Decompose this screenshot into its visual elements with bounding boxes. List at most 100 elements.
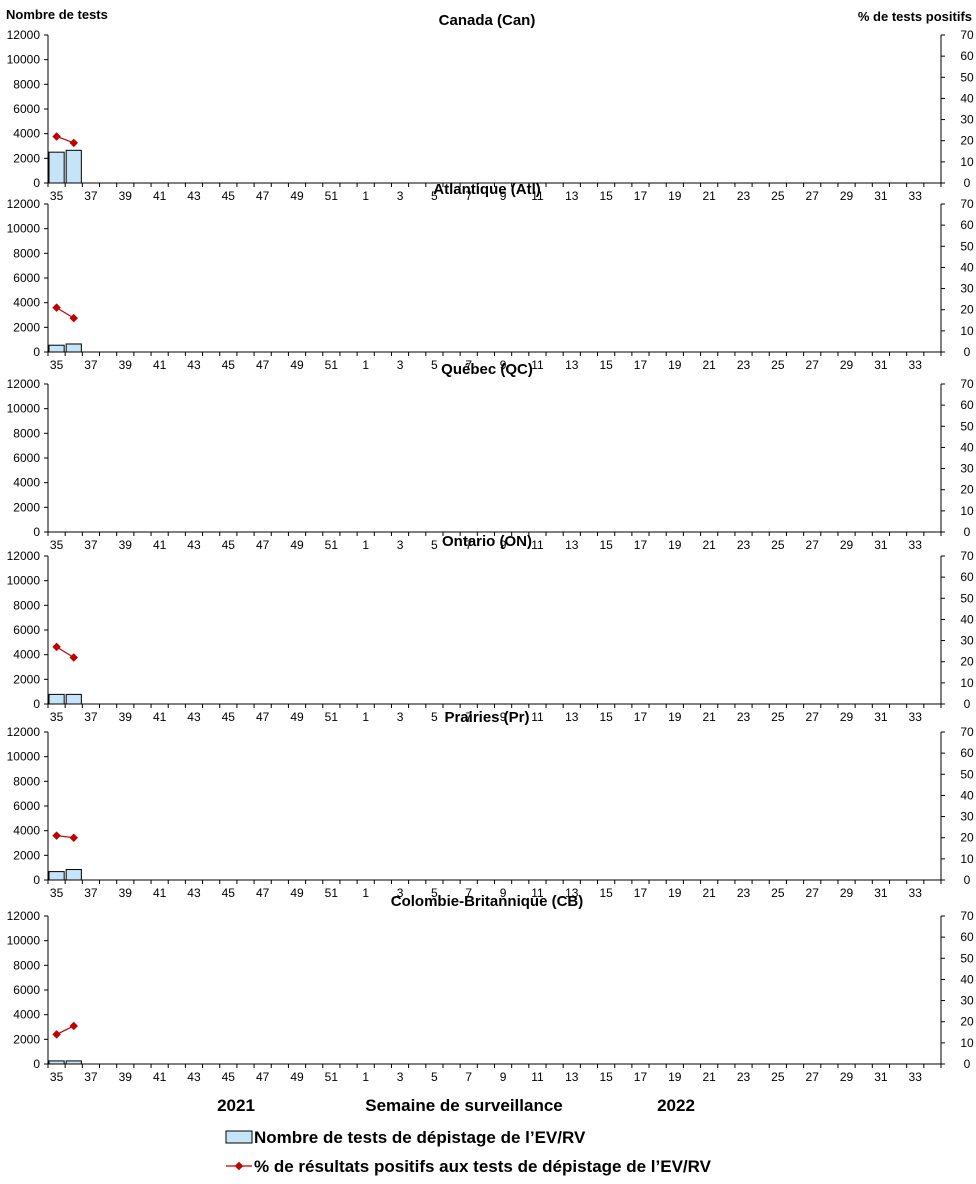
left-tick-label: 4000 — [13, 476, 40, 490]
x-tick-label: 11 — [531, 189, 544, 203]
x-tick-label: 51 — [325, 710, 339, 724]
left-tick-label: 4000 — [13, 296, 40, 310]
x-tick-label: 15 — [599, 358, 613, 372]
bar — [48, 1060, 65, 1065]
x-tick-label: 23 — [737, 710, 751, 724]
x-tick-label: 31 — [874, 358, 888, 372]
x-tick-label: 37 — [84, 358, 98, 372]
x-tick-label: 49 — [290, 358, 304, 372]
x-tick-label: 13 — [565, 886, 579, 900]
x-tick-label: 25 — [771, 886, 785, 900]
x-axis-title: Semaine de surveillance — [365, 1096, 563, 1115]
x-tick-label: 41 — [153, 1070, 167, 1084]
x-tick-label: 41 — [153, 538, 167, 552]
legend-bar-label: Nombre de tests de dépistage de l’EV/RV — [254, 1128, 586, 1147]
x-tick-label: 17 — [634, 358, 648, 372]
x-tick-label: 15 — [599, 1070, 613, 1084]
bar — [48, 151, 65, 184]
x-tick-label: 29 — [840, 1070, 854, 1084]
x-tick-label: 23 — [737, 189, 751, 203]
left-tick-label: 8000 — [13, 958, 40, 972]
left-tick-label: 4000 — [13, 127, 40, 141]
x-tick-label: 1 — [362, 886, 369, 900]
x-tick-label: 11 — [531, 1070, 544, 1084]
x-tick-label: 43 — [187, 886, 201, 900]
right-tick-label: 30 — [960, 810, 974, 824]
right-tick-label: 50 — [960, 951, 974, 965]
x-tick-label: 27 — [806, 1070, 820, 1084]
x-tick-label: 11 — [531, 538, 544, 552]
x-tick-label: 9 — [500, 189, 507, 203]
right-tick-label: 0 — [964, 1057, 971, 1071]
x-tick-label: 49 — [290, 710, 304, 724]
panel-title: Atlantique (Atl) — [433, 181, 540, 198]
x-tick-label: 13 — [565, 358, 579, 372]
x-tick-label: 51 — [325, 538, 339, 552]
x-tick-label: 29 — [840, 189, 854, 203]
x-tick-label: 21 — [702, 358, 716, 372]
x-tick-label: 27 — [806, 538, 820, 552]
x-tick-label: 3 — [397, 1070, 404, 1084]
x-tick-label: 13 — [565, 189, 579, 203]
right-tick-label: 60 — [960, 746, 974, 760]
x-tick-label: 5 — [431, 189, 438, 203]
x-tick-label: 7 — [465, 886, 472, 900]
left-tick-label: 10000 — [7, 574, 41, 588]
x-tick-label: 7 — [465, 358, 472, 372]
x-tick-label: 3 — [397, 189, 404, 203]
x-tick-label: 41 — [153, 189, 167, 203]
left-tick-label: 0 — [33, 873, 40, 887]
right-tick-label: 10 — [960, 676, 974, 690]
left-tick-label: 6000 — [13, 799, 40, 813]
x-tick-label: 39 — [119, 358, 133, 372]
x-tick-label: 35 — [50, 886, 64, 900]
bar — [65, 1060, 82, 1065]
panel-6: Colombie-Britannique (CB) 0 2000 4000 6000 80… — [7, 893, 974, 1084]
x-tick-label: 29 — [840, 358, 854, 372]
percent-line — [56, 1025, 75, 1035]
left-tick-label: 2000 — [13, 1032, 40, 1046]
left-tick-label: 12000 — [7, 909, 41, 923]
x-tick-label: 15 — [599, 538, 613, 552]
left-tick-label: 6000 — [13, 102, 40, 116]
left-tick-label: 4000 — [13, 824, 40, 838]
panel-title: Québec (QC) — [441, 361, 533, 378]
right-tick-label: 70 — [960, 28, 974, 42]
percent-point — [69, 653, 79, 662]
year-2022-label: 2022 — [657, 1096, 695, 1115]
x-tick-label: 7 — [465, 710, 472, 724]
x-tick-label: 51 — [325, 886, 339, 900]
x-tick-label: 49 — [290, 189, 304, 203]
x-tick-label: 27 — [806, 358, 820, 372]
left-tick-label: 6000 — [13, 271, 40, 285]
x-tick-label: 7 — [465, 538, 472, 552]
x-tick-label: 27 — [806, 886, 820, 900]
x-tick-label: 9 — [500, 538, 507, 552]
percent-point — [52, 831, 61, 840]
x-tick-label: 9 — [500, 358, 507, 372]
panel-4: Ontario (ON) 0 2000 4000 6000 8000 10000 12000 0… — [7, 533, 974, 724]
x-tick-label: 19 — [668, 886, 682, 900]
x-tick-label: 43 — [187, 358, 201, 372]
x-tick-label: 23 — [737, 538, 751, 552]
left-tick-label: 12000 — [7, 725, 41, 739]
x-tick-label: 41 — [153, 710, 167, 724]
panel-5: Prairies (Pr) 0 2000 4000 6000 8000 10000 12000… — [7, 709, 974, 900]
x-tick-label: 25 — [771, 1070, 785, 1084]
legend: Nombre de tests de dépistage de l’EV/RV … — [225, 1128, 712, 1176]
right-tick-label: 20 — [960, 655, 974, 669]
right-tick-label: 50 — [960, 591, 974, 605]
x-tick-label: 39 — [119, 538, 133, 552]
x-tick-label: 3 — [397, 710, 404, 724]
right-tick-label: 50 — [960, 70, 974, 84]
percent-line — [56, 646, 75, 658]
x-tick-label: 25 — [771, 710, 785, 724]
x-tick-label: 47 — [256, 710, 270, 724]
x-tick-label: 37 — [84, 1070, 98, 1084]
x-tick-label: 17 — [634, 1070, 648, 1084]
right-tick-label: 60 — [960, 570, 974, 584]
year-2021-label: 2021 — [217, 1096, 255, 1115]
x-tick-label: 25 — [771, 189, 785, 203]
right-tick-label: 40 — [960, 972, 974, 986]
